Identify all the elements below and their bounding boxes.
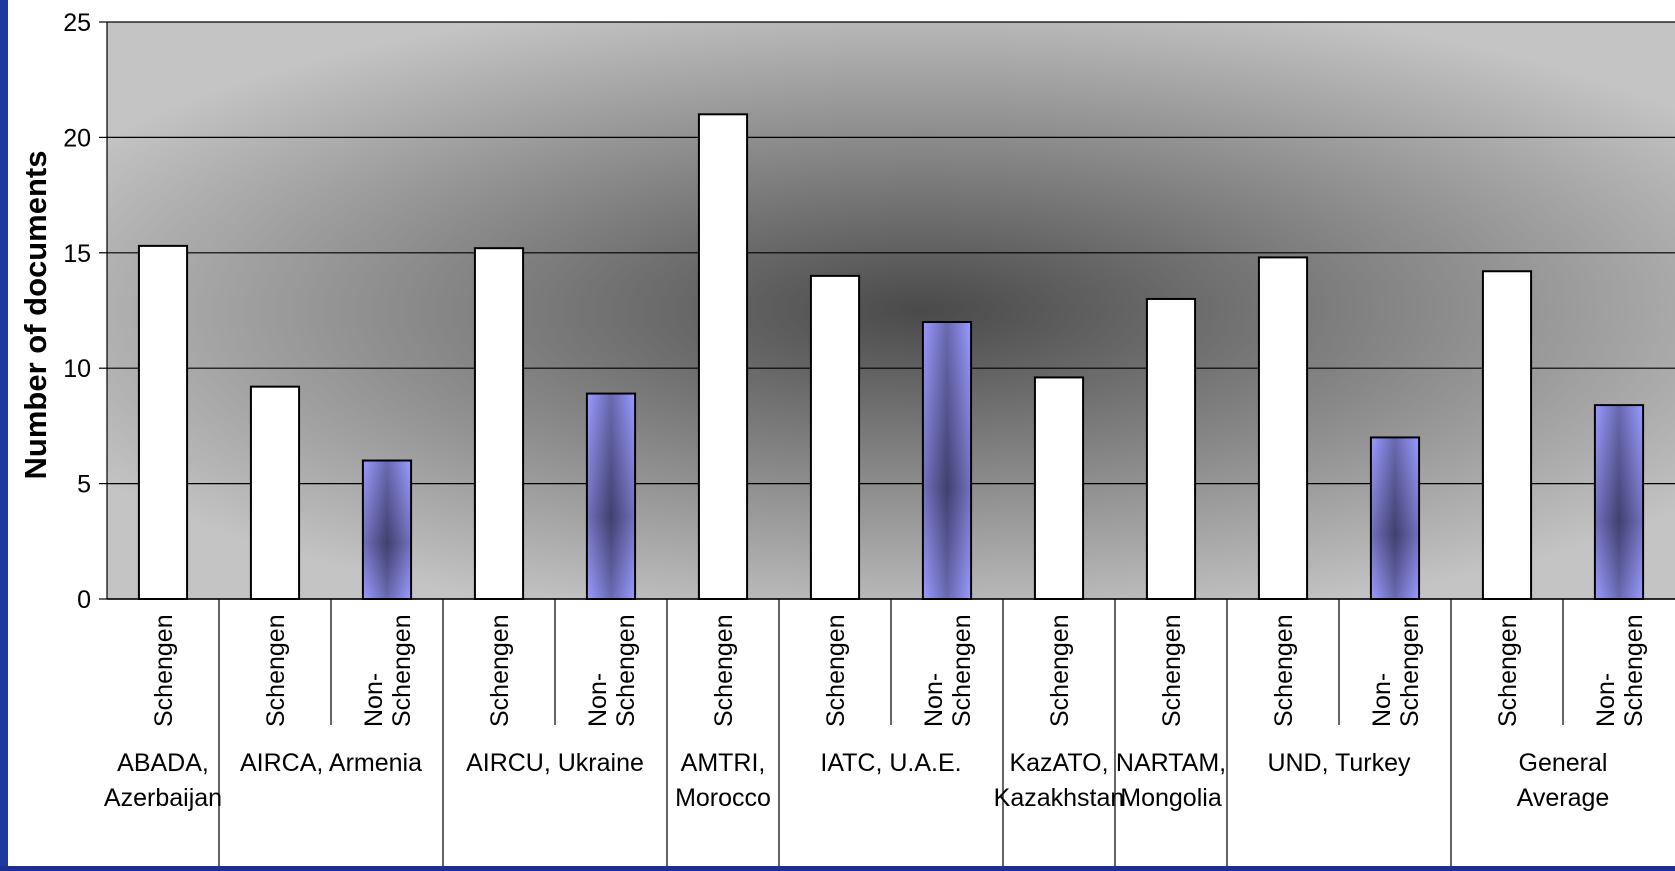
x-group-label: Kazakhstan [994, 784, 1125, 812]
x-group-label: AMTRI, [681, 749, 766, 777]
bar-schengen [1257, 256, 1309, 600]
bar-schengen [1481, 270, 1533, 600]
bar-schengen [1145, 297, 1197, 600]
x-category-label: Schengen [388, 614, 416, 727]
bar-shading [587, 394, 635, 598]
x-category-label: Schengen [1270, 614, 1298, 727]
x-category-label: Schengen [1620, 614, 1648, 727]
slide-edge [0, 0, 8, 866]
x-group-label: Average [1517, 784, 1610, 812]
bar-schengen [473, 247, 525, 601]
x-category-label: Schengen [822, 614, 850, 727]
x-group-label: IATC, U.A.E. [820, 749, 961, 777]
x-category-label: Schengen [1494, 614, 1522, 727]
x-category-label: Schengen [1046, 614, 1074, 727]
bar-schengen [697, 113, 749, 600]
x-category-label: Schengen [710, 614, 738, 727]
bar-schengen [249, 385, 301, 600]
x-group-label: KazATO, [1009, 749, 1108, 777]
x-group-label: Mongolia [1120, 784, 1222, 812]
x-category-label: Non- [360, 673, 388, 727]
bar-schengen [137, 244, 189, 600]
x-category-label: Schengen [1158, 614, 1186, 727]
x-category-label: Schengen [1396, 614, 1424, 727]
x-category-label: Schengen [150, 614, 178, 727]
x-category-label: Non- [920, 673, 948, 727]
x-category-label: Non- [1368, 673, 1396, 727]
bar-schengen [809, 274, 861, 600]
plot-area [107, 22, 1675, 599]
y-tick-label: 0 [77, 586, 91, 614]
x-group-label: Morocco [675, 784, 771, 812]
y-tick-label: 10 [63, 355, 91, 383]
bar-shading [363, 461, 411, 598]
y-axis-ticks: 0 5 10 15 20 25 [63, 9, 108, 614]
bar-schengen [1033, 376, 1085, 600]
x-category-label: Schengen [948, 614, 976, 727]
x-category-label: Schengen [262, 614, 290, 727]
bar-chart: 0 5 10 15 20 25 Schengen ABADA, Azerbaijan Schen… [18, 9, 1675, 866]
x-group-label: ABADA, [117, 749, 209, 777]
x-category-label: Schengen [612, 614, 640, 727]
x-group-label: NARTAM, [1116, 749, 1226, 777]
y-axis-label: Number of documents [18, 151, 53, 480]
x-category-label: Schengen [486, 614, 514, 727]
x-group-label: UND, Turkey [1267, 749, 1411, 777]
y-tick-label: 15 [63, 240, 91, 268]
x-group-label: AIRCU, Ukraine [466, 749, 644, 777]
bar-shading [1371, 438, 1419, 598]
y-tick-label: 20 [63, 124, 91, 152]
x-category-label: Non- [584, 673, 612, 727]
bars [137, 113, 1645, 601]
bar-shading [1595, 406, 1643, 598]
x-group-label: Azerbaijan [104, 784, 222, 812]
bar-shading [923, 323, 971, 598]
x-group-label: General [1519, 749, 1608, 777]
x-group-label: AIRCA, Armenia [240, 749, 422, 777]
y-tick-label: 25 [63, 9, 91, 37]
y-tick-label: 5 [77, 471, 91, 499]
slide: 0 5 10 15 20 25 Schengen ABADA, Azerbaijan Schen… [8, 0, 1675, 866]
x-category-label: Non- [1592, 673, 1620, 727]
